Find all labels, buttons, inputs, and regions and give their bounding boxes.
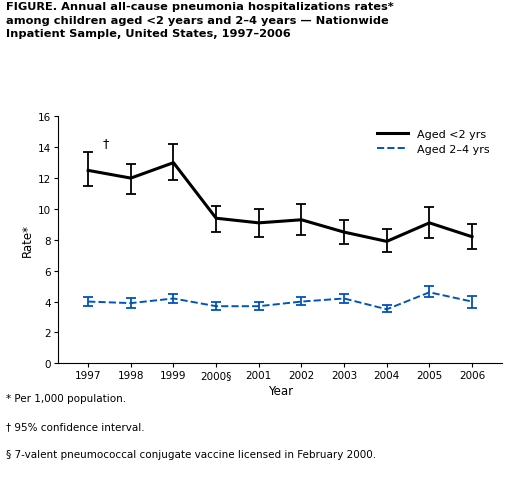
Text: FIGURE. Annual all-cause pneumonia hospitalizations rates*
among children aged <: FIGURE. Annual all-cause pneumonia hospi… (6, 2, 394, 39)
Text: †: † (103, 137, 110, 150)
X-axis label: Year: Year (268, 385, 293, 398)
Text: † 95% confidence interval.: † 95% confidence interval. (6, 421, 144, 431)
Text: § 7-valent pneumococcal conjugate vaccine licensed in February 2000.: § 7-valent pneumococcal conjugate vaccin… (6, 449, 376, 459)
Y-axis label: Rate*: Rate* (21, 224, 34, 257)
Text: * Per 1,000 population.: * Per 1,000 population. (6, 393, 126, 403)
Legend: Aged <2 yrs, Aged 2–4 yrs: Aged <2 yrs, Aged 2–4 yrs (371, 122, 496, 162)
